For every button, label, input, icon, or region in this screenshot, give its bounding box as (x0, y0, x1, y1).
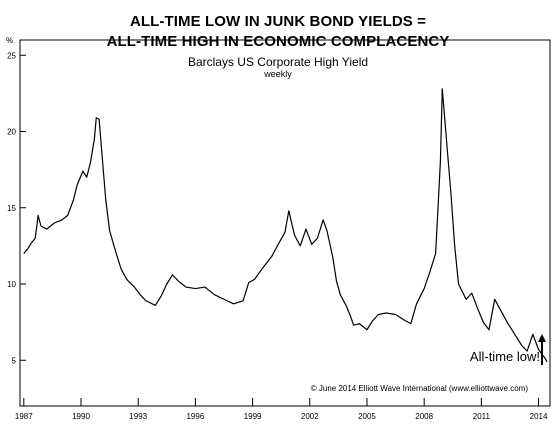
all-time-low-annotation: All-time low! (469, 349, 540, 364)
x-tick-label: 2005 (358, 412, 376, 421)
y-ticks: 5 10 15 20 25 (7, 51, 26, 365)
y-axis-unit: % (6, 36, 14, 45)
x-tick-label: 1987 (15, 412, 33, 421)
x-tick-label: 2011 (473, 412, 491, 421)
y-tick-label: 25 (7, 51, 16, 60)
arrow-head (538, 334, 546, 342)
y-tick-label: 20 (7, 128, 16, 137)
x-tick-label: 1990 (72, 412, 90, 421)
x-tick-label: 1993 (129, 412, 147, 421)
y-tick-label: 10 (7, 280, 16, 289)
copyright-text: © June 2014 Elliott Wave International (… (310, 384, 528, 393)
y-tick-label: 15 (7, 204, 16, 213)
x-tick-label: 1999 (244, 412, 262, 421)
chart-title-line-2: ALL-TIME HIGH IN ECONOMIC COMPLACENCY (106, 33, 450, 50)
plot-frame (19, 39, 551, 407)
chart-title: ALL-TIME LOW IN JUNK BOND YIELDS = (129, 13, 427, 30)
x-tick-label: 2008 (415, 412, 433, 421)
x-tick-label: 1996 (186, 412, 204, 421)
arrow-annotation (538, 334, 546, 365)
x-tick-label: 2014 (530, 412, 548, 421)
x-tick-label: 2002 (301, 412, 319, 421)
series-line (23, 88, 548, 363)
chart-frequency: weekly (264, 69, 292, 79)
x-ticks: 1987 1990 1993 1996 1999 2002 2005 2008 2011 2014 (15, 398, 548, 421)
chart-subtitle: Barclays US Corporate High Yield (187, 55, 369, 69)
y-tick-label: 5 (12, 356, 17, 365)
